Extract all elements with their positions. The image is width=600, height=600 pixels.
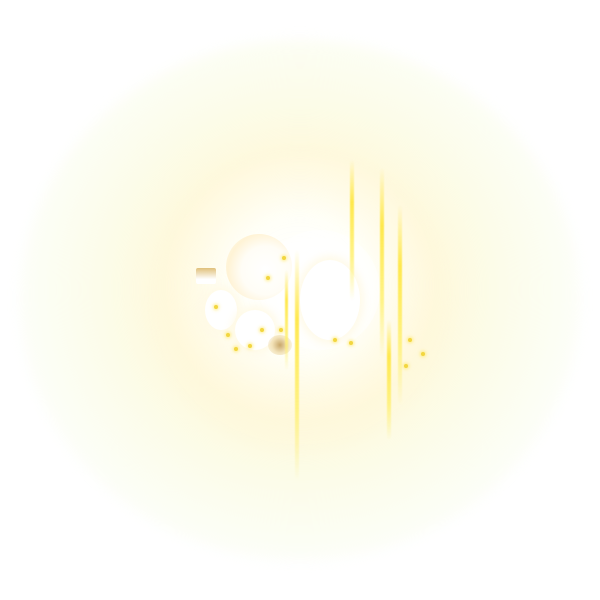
light-orb (226, 234, 292, 300)
sparkle-dot (404, 364, 408, 368)
sparkle-dot (421, 352, 425, 356)
golden-beam (196, 268, 216, 284)
sparkle-dot (282, 256, 286, 260)
light-streak (398, 205, 402, 405)
light-streak (350, 160, 354, 300)
light-streak (387, 320, 391, 440)
sparkle-dot (248, 344, 252, 348)
sparkle-dot (234, 347, 238, 351)
sparkle-dot (226, 333, 230, 337)
sparkle-dot (279, 328, 283, 332)
light-streak (295, 250, 299, 480)
golden-smear (268, 335, 292, 355)
light-blob (205, 290, 237, 330)
sparkle-dot (349, 341, 353, 345)
sparkle-dot (214, 305, 218, 309)
sparkle-dot (260, 328, 264, 332)
sparkle-dot (333, 338, 337, 342)
light-streak (285, 270, 288, 370)
light-streak (380, 168, 384, 358)
sparkle-dot (408, 338, 412, 342)
sparkle-dot (266, 276, 270, 280)
